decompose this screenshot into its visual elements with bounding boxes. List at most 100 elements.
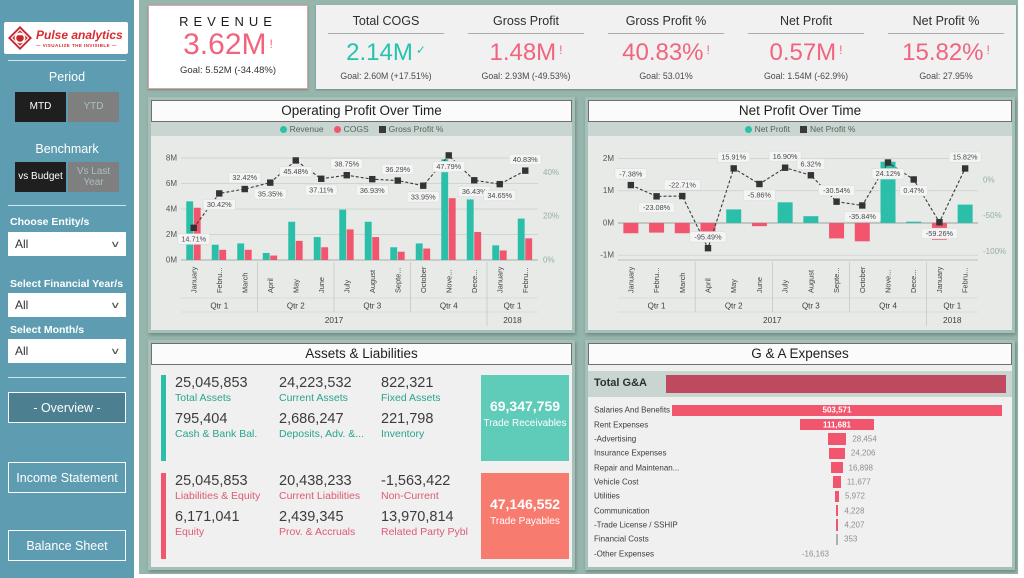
ga-bar[interactable]: [835, 519, 839, 531]
bar-cogs[interactable]: [423, 248, 431, 260]
kpi-gross-profit: Gross Profit 1.48M! Goal: 2.93M (-49.53%…: [456, 5, 596, 89]
bar-revenue[interactable]: [262, 252, 270, 260]
bar-revenue[interactable]: [415, 243, 423, 260]
line-marker[interactable]: [910, 176, 917, 183]
bar-revenue[interactable]: [364, 221, 372, 260]
line-marker[interactable]: [807, 172, 815, 179]
ga-bar[interactable]: [835, 490, 839, 503]
bar-positive[interactable]: [906, 221, 922, 223]
bar-cogs[interactable]: [448, 198, 456, 260]
line-marker[interactable]: [730, 165, 737, 172]
bar-negative[interactable]: [623, 222, 639, 234]
data-label: 35.35%: [258, 189, 283, 198]
line-marker[interactable]: [241, 185, 248, 193]
line-marker[interactable]: [190, 224, 197, 232]
line-marker[interactable]: [394, 177, 401, 184]
ga-bar[interactable]: [831, 461, 843, 474]
bar-cogs[interactable]: [321, 247, 329, 260]
ga-bar-value: -16,163: [801, 549, 829, 559]
line-marker[interactable]: [216, 190, 223, 197]
ga-bar[interactable]: 111,681: [800, 418, 874, 431]
bar-positive[interactable]: [726, 209, 742, 223]
bar-revenue[interactable]: [339, 209, 347, 260]
bar-revenue[interactable]: [517, 218, 525, 260]
balance-sheet-button[interactable]: Balance Sheet: [8, 530, 126, 561]
bar-revenue[interactable]: [211, 244, 219, 260]
bar-negative[interactable]: [751, 222, 767, 227]
trade-payables-card[interactable]: 47,146,552 Trade Payables: [481, 473, 569, 559]
al-value: 25,045,853: [175, 473, 248, 489]
bar-cogs[interactable]: [372, 237, 380, 260]
line-marker[interactable]: [343, 171, 350, 179]
mtd-button[interactable]: MTD: [15, 92, 66, 122]
bar-revenue[interactable]: [466, 199, 474, 260]
ga-bar[interactable]: [836, 533, 838, 546]
bar-cogs[interactable]: [270, 255, 278, 260]
bar-revenue[interactable]: [492, 245, 500, 260]
line-marker[interactable]: [833, 198, 840, 205]
line-marker[interactable]: [318, 175, 325, 182]
bar-cogs[interactable]: [219, 249, 227, 260]
bar-positive[interactable]: [803, 216, 819, 223]
overview-button[interactable]: - Overview -: [8, 392, 126, 423]
line-marker[interactable]: [756, 180, 763, 188]
ga-total-bar[interactable]: [666, 375, 1006, 393]
bar-positive[interactable]: [957, 204, 973, 223]
line-marker[interactable]: [445, 152, 452, 159]
entity-dropdown[interactable]: All ∨: [8, 232, 126, 256]
line-marker[interactable]: [936, 219, 943, 226]
line-marker[interactable]: [653, 193, 660, 200]
bar-cogs[interactable]: [295, 240, 303, 260]
bar-negative[interactable]: [854, 222, 870, 242]
bar-cogs[interactable]: [525, 238, 533, 260]
bar-positive[interactable]: [777, 202, 793, 223]
month-dropdown[interactable]: All ∨: [8, 339, 126, 363]
ga-row-label: Salaries And Benefits: [594, 405, 671, 415]
line-marker[interactable]: [679, 192, 686, 200]
line-marker[interactable]: [292, 157, 299, 164]
line-marker[interactable]: [420, 182, 427, 189]
bar-revenue[interactable]: [186, 201, 194, 260]
bar-cogs[interactable]: [397, 251, 405, 260]
line-marker[interactable]: [859, 202, 866, 209]
bar-negative[interactable]: [674, 222, 690, 234]
line-marker[interactable]: [961, 165, 969, 172]
line-marker[interactable]: [496, 180, 503, 188]
line-marker[interactable]: [884, 159, 892, 166]
bar-revenue[interactable]: [390, 247, 398, 260]
al-cell: 20,438,233 Current Liabilities: [279, 473, 381, 509]
bar-negative[interactable]: [649, 222, 665, 233]
vs-budget-button[interactable]: vs Budget: [15, 162, 66, 192]
ga-bar[interactable]: [829, 447, 845, 459]
bar-cogs[interactable]: [346, 229, 354, 260]
bar-cogs[interactable]: [499, 250, 507, 260]
al-value: 795,404: [175, 411, 228, 427]
kpi-net-profit-pct: Net Profit % 15.82%! Goal: 27.95%: [876, 5, 1016, 89]
ga-bar[interactable]: [833, 476, 841, 488]
month-label: Septe...: [832, 268, 841, 293]
line-marker[interactable]: [471, 177, 478, 184]
trade-receivables-card[interactable]: 69,347,759 Trade Receivables: [481, 375, 569, 461]
bar-revenue[interactable]: [441, 159, 449, 260]
data-label: 33.95%: [411, 192, 436, 201]
vs-last-year-button[interactable]: Vs Last Year: [68, 162, 119, 192]
income-statement-button[interactable]: Income Statement: [8, 462, 126, 493]
bar-cogs[interactable]: [244, 249, 252, 260]
bar-revenue[interactable]: [313, 237, 321, 260]
ga-bar[interactable]: [827, 433, 847, 445]
line-marker[interactable]: [522, 167, 529, 174]
line-marker[interactable]: [267, 179, 274, 186]
line-marker[interactable]: [627, 181, 635, 189]
line-marker[interactable]: [781, 164, 789, 171]
ytd-button[interactable]: YTD: [68, 92, 119, 122]
bar-cogs[interactable]: [474, 231, 482, 260]
ga-bar[interactable]: 503,571: [672, 404, 1002, 416]
line-marker[interactable]: [369, 175, 376, 183]
year-dropdown[interactable]: All ∨: [8, 293, 126, 317]
ga-row-label: Financial Costs: [594, 534, 649, 544]
bar-revenue[interactable]: [237, 243, 245, 260]
bar-negative[interactable]: [829, 222, 845, 239]
ga-bar[interactable]: [835, 505, 839, 517]
line-marker[interactable]: [704, 244, 712, 252]
bar-revenue[interactable]: [288, 221, 296, 260]
